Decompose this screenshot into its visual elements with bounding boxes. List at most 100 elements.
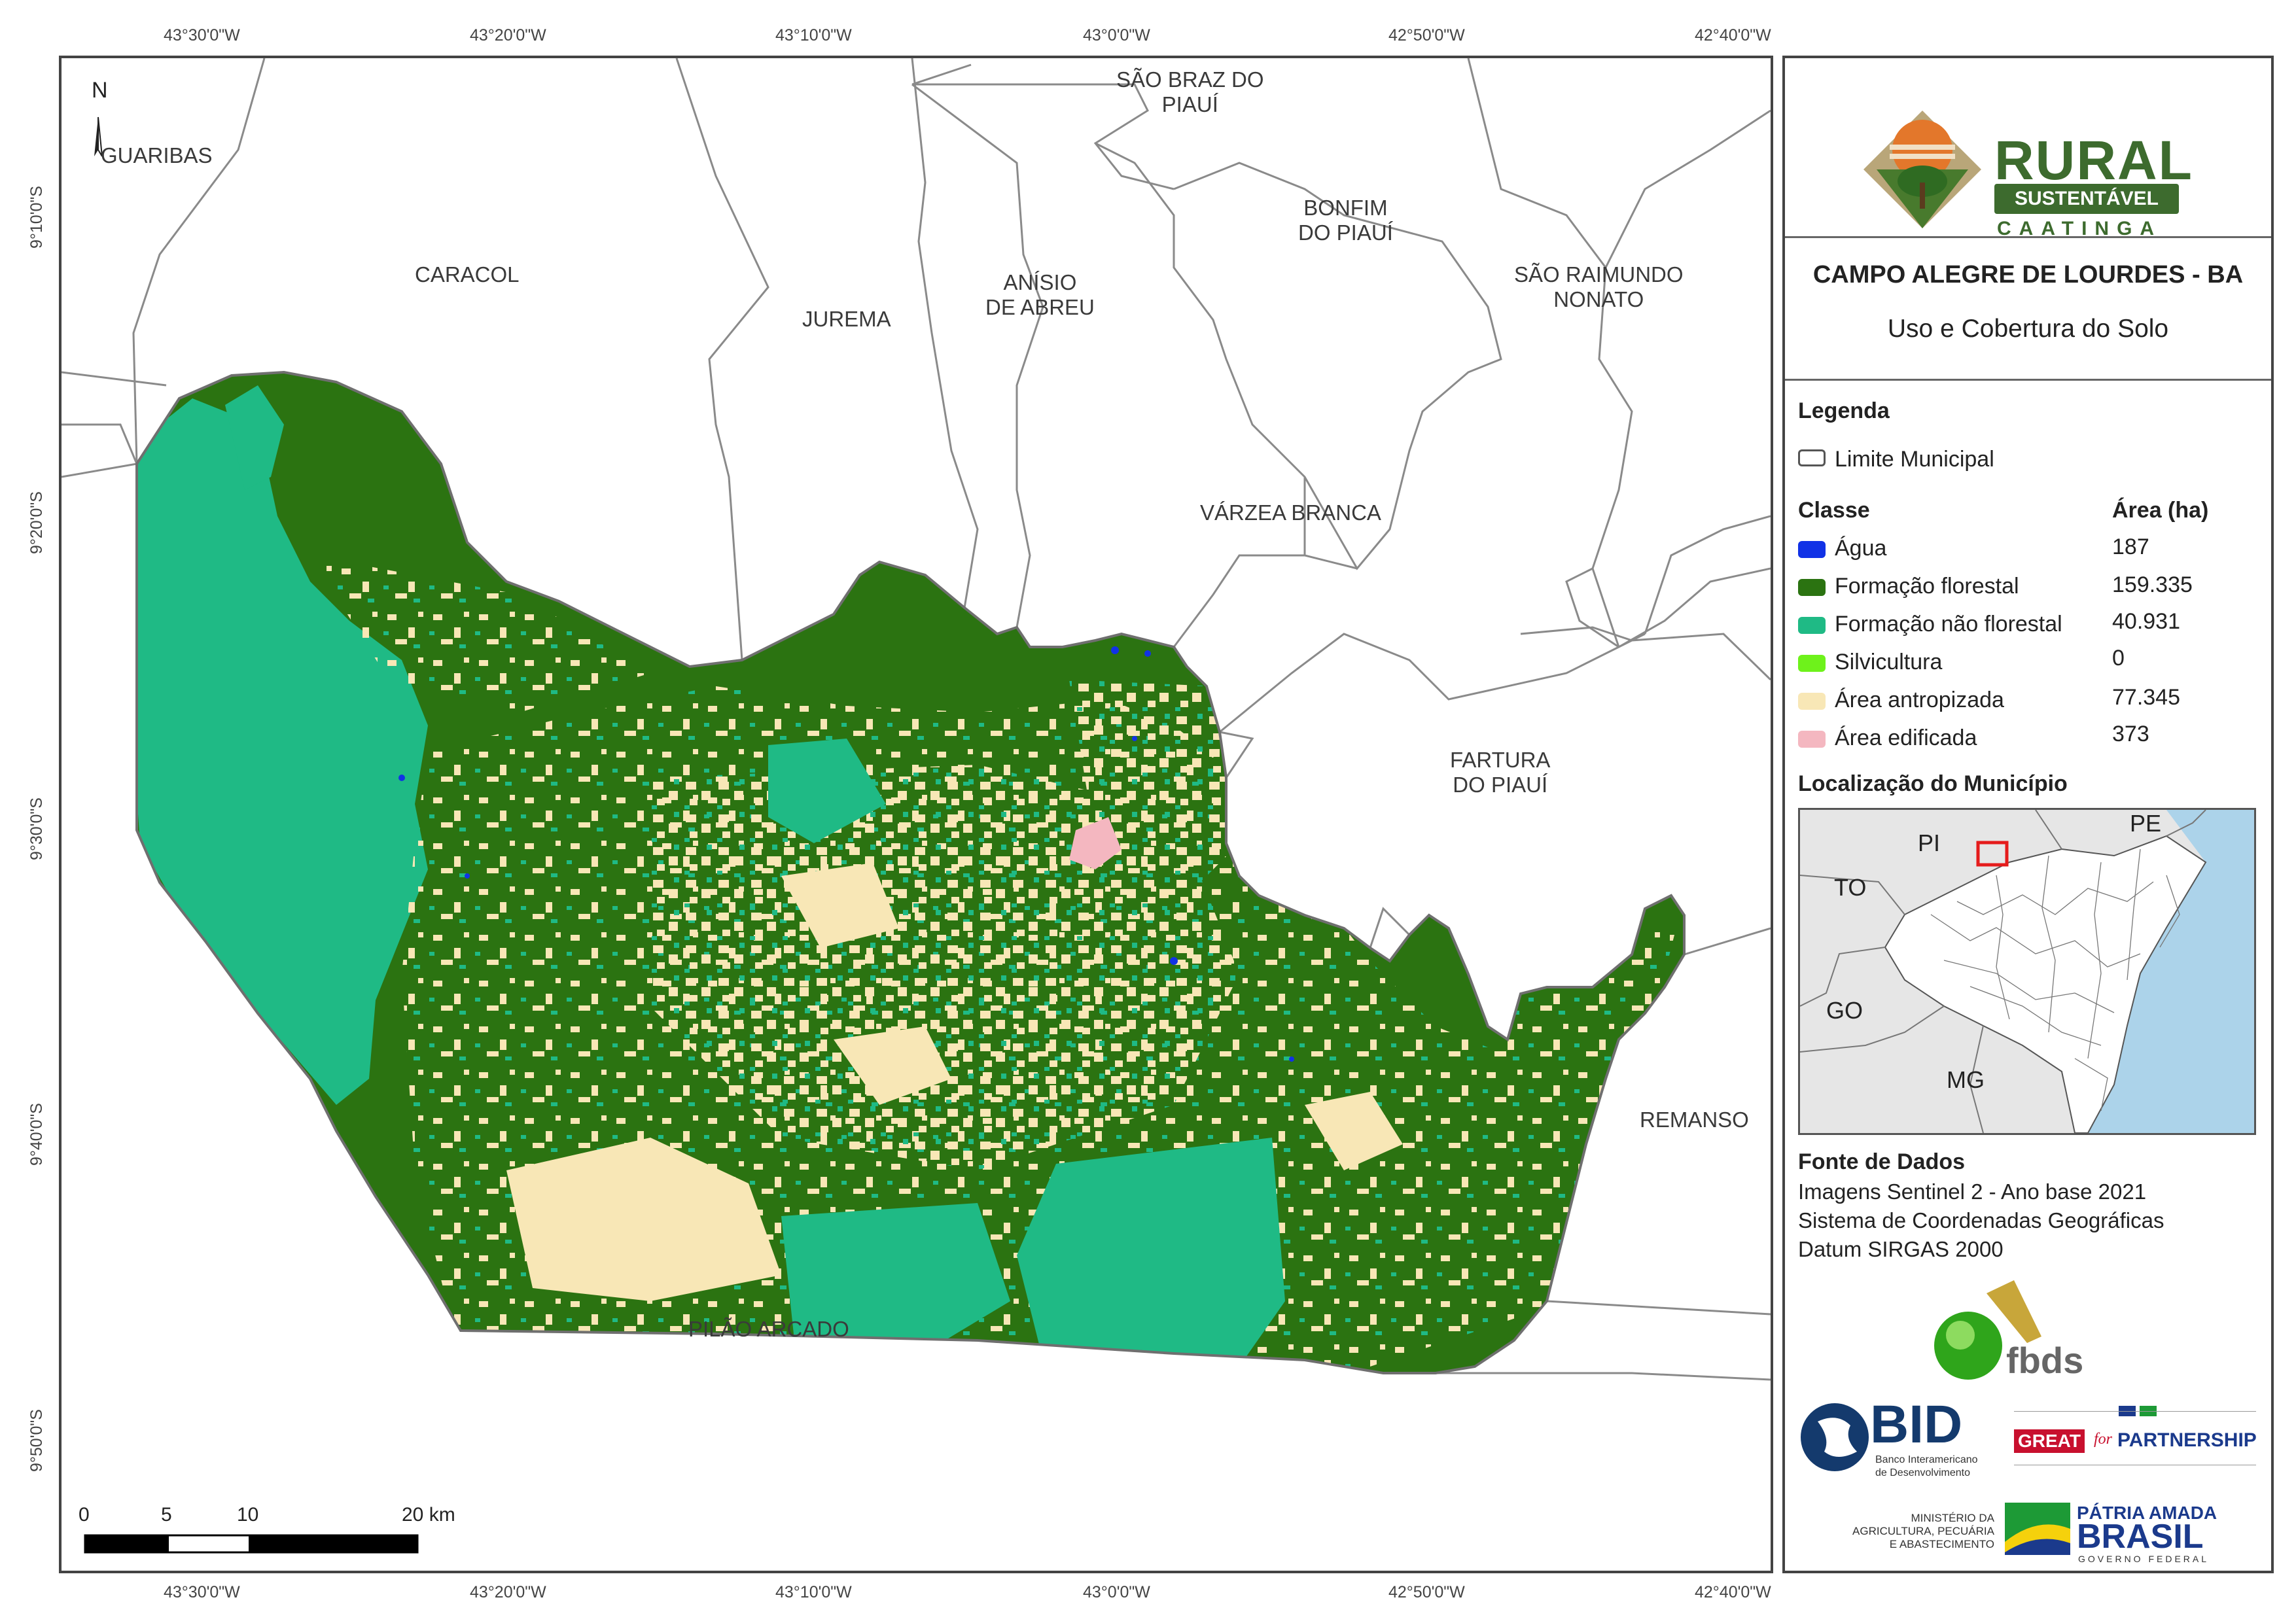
scale-label: 5 xyxy=(161,1504,172,1526)
bottom-longitude-label: 43°30'0"W xyxy=(164,1583,240,1601)
partnership-text: PARTNERSHIP xyxy=(2117,1429,2257,1451)
top-longitude-label: 43°10'0"W xyxy=(775,26,852,44)
source-heading: Fonte de Dados xyxy=(1798,1149,1966,1174)
neighbor-boundaries xyxy=(62,58,1771,1381)
class-label: Área antropizada xyxy=(1835,688,2004,712)
place-label-guaribas: GUARIBAS xyxy=(101,143,213,167)
class-area: 40.931 xyxy=(2112,609,2180,634)
brasil-governo-icon xyxy=(2005,1503,2070,1555)
inset-label-pe: PE xyxy=(2130,810,2162,837)
limit-label: Limite Municipal xyxy=(1835,447,1994,472)
class-swatch-area-antropizada xyxy=(1798,693,1826,710)
map-subtitle: Uso e Cobertura do Solo xyxy=(1887,315,2169,343)
ministerio-line: AGRICULTURA, PECUÁRIA xyxy=(1852,1525,1994,1537)
bid-subtitle: Banco Interamericano xyxy=(1875,1454,1978,1465)
built-area xyxy=(1069,817,1122,869)
bid-text: BID xyxy=(1870,1395,1963,1454)
ministerio-text: MINISTÉRIO DA AGRICULTURA, PECUÁRIA E AB… xyxy=(1824,1512,1994,1551)
inset-label-go: GO xyxy=(1826,997,1863,1024)
class-label: Água xyxy=(1835,536,1887,561)
bottom-longitude-label: 42°40'0"W xyxy=(1695,1583,1771,1601)
left-latitude-label: 9°50'0"S xyxy=(27,1409,46,1472)
divider xyxy=(2014,1411,2256,1412)
for-text: for xyxy=(2094,1431,2113,1448)
class-area: 77.345 xyxy=(2112,685,2180,710)
class-heading: Classe xyxy=(1798,498,1870,523)
logo-caatinga-text: CAATINGA xyxy=(1997,218,2163,239)
class-swatch-formacao-nao-florestal xyxy=(1798,617,1826,634)
map-title: CAMPO ALEGRE DE LOURDES - BA xyxy=(1812,261,2244,288)
bottom-longitude-label: 43°20'0"W xyxy=(470,1583,546,1601)
fbds-logo: fbds xyxy=(1929,1280,2099,1385)
class-area: 0 xyxy=(2112,646,2125,671)
fbds-text: fbds xyxy=(2006,1340,2084,1381)
inset-label-mg: MG xyxy=(1947,1066,1985,1093)
north-label: N xyxy=(92,78,108,103)
class-label: Formação não florestal xyxy=(1835,612,2062,637)
logo-sustentavel-text: SUSTENTÁVEL xyxy=(1994,184,2179,214)
place-label-anisio: ANÍSIO DE ABREU xyxy=(985,270,1095,319)
class-area: 159.335 xyxy=(2112,572,2193,597)
class-label: Formação florestal xyxy=(1835,574,2019,599)
class-area: 373 xyxy=(2112,722,2149,746)
place-label-sao-raimundo: SÃO RAIMUNDO NONATO xyxy=(1514,262,1684,311)
place-label-varzea-branca: VÁRZEA BRANCA xyxy=(1200,500,1381,525)
place-label-fartura: FARTURA DO PIAUÍ xyxy=(1450,748,1551,797)
class-area: 187 xyxy=(2112,534,2149,559)
inset-map-canvas xyxy=(1800,810,2254,1133)
caatinga-emblem-icon xyxy=(1863,111,1981,228)
left-latitude-label: 9°20'0"S xyxy=(27,491,46,554)
north-arrow xyxy=(94,116,103,157)
place-label-remanso: REMANSO xyxy=(1640,1108,1749,1132)
place-label-jurema: JUREMA xyxy=(802,307,891,331)
left-latitude-label: 9°10'0"S xyxy=(27,186,46,249)
scale-bar xyxy=(84,1534,419,1554)
map-canvas xyxy=(62,58,1771,1554)
legend-heading: Legenda xyxy=(1798,398,1890,423)
class-label: Silvicultura xyxy=(1835,650,1943,674)
map-frame: N GUARIBAS CARACOL JUREMA ANÍSIO DE ABRE… xyxy=(59,56,1773,1573)
patria-amada-brasil-logo: PÁTRIA AMADA BRASIL GOVERNO FEDERAL xyxy=(2005,1503,2240,1564)
scale-label: 10 xyxy=(237,1504,259,1526)
governo-federal-text: GOVERNO FEDERAL xyxy=(2078,1554,2210,1564)
top-longitude-label: 42°40'0"W xyxy=(1695,26,1771,44)
class-label: Área edificada xyxy=(1835,725,1977,750)
great-text: GREAT xyxy=(2014,1429,2085,1453)
source-line: Datum SIRGAS 2000 xyxy=(1798,1237,2004,1261)
top-longitude-label: 43°0'0"W xyxy=(1083,26,1150,44)
bottom-longitude-label: 43°0'0"W xyxy=(1083,1583,1150,1601)
ministerio-line: E ABASTECIMENTO xyxy=(1889,1538,1994,1550)
location-inset-map: PI PE TO GO MG xyxy=(1798,808,2256,1135)
source-line: Sistema de Coordenadas Geográficas xyxy=(1798,1208,2164,1232)
source-line: Imagens Sentinel 2 - Ano base 2021 xyxy=(1798,1179,2147,1204)
municipal-boundary xyxy=(135,370,1686,1374)
place-label-pilao-arcado: PILÃO ARCADO xyxy=(688,1317,849,1341)
top-longitude-label: 43°30'0"W xyxy=(164,26,240,44)
bottom-longitude-label: 42°50'0"W xyxy=(1388,1583,1465,1601)
class-swatch-silvicultura xyxy=(1798,655,1826,672)
area-heading: Área (ha) xyxy=(2112,498,2209,523)
place-label-caracol: CARACOL xyxy=(415,262,520,287)
divider xyxy=(1785,379,2271,381)
fbds-emblem-icon xyxy=(1934,1280,2041,1380)
limit-swatch xyxy=(1798,449,1826,466)
great-partnership-logo: GREAT for PARTNERSHIP xyxy=(2014,1399,2257,1465)
bid-globe-icon xyxy=(1801,1403,1869,1471)
class-swatch-formacao-florestal xyxy=(1798,579,1826,596)
patria-amada-text: PÁTRIA AMADA xyxy=(2077,1503,2217,1523)
place-label-sao-braz: SÃO BRAZ DO PIAUÍ xyxy=(1116,67,1264,116)
inset-label-to: TO xyxy=(1834,874,1867,901)
location-heading: Localização do Município xyxy=(1798,771,2068,796)
top-longitude-label: 42°50'0"W xyxy=(1388,26,1465,44)
bid-logo: BID Banco Interamericano de Desenvolvime… xyxy=(1798,1395,2007,1491)
divider xyxy=(1785,236,2271,238)
legend-panel: RURAL SUSTENTÁVEL CAATINGA CAMPO ALEGRE … xyxy=(1782,56,2274,1573)
class-swatch-agua xyxy=(1798,541,1826,558)
place-label-bonfim: BONFIM DO PIAUÍ xyxy=(1298,196,1393,245)
scale-label: 20 km xyxy=(402,1504,455,1526)
ministerio-line: MINISTÉRIO DA xyxy=(1911,1512,1994,1524)
inset-label-pi: PI xyxy=(1918,829,1941,856)
logo-rural-text: RURAL xyxy=(1994,130,2193,191)
rural-sustentavel-logo: RURAL SUSTENTÁVEL CAATINGA xyxy=(1857,91,2210,261)
class-swatch-area-edificada xyxy=(1798,731,1826,748)
